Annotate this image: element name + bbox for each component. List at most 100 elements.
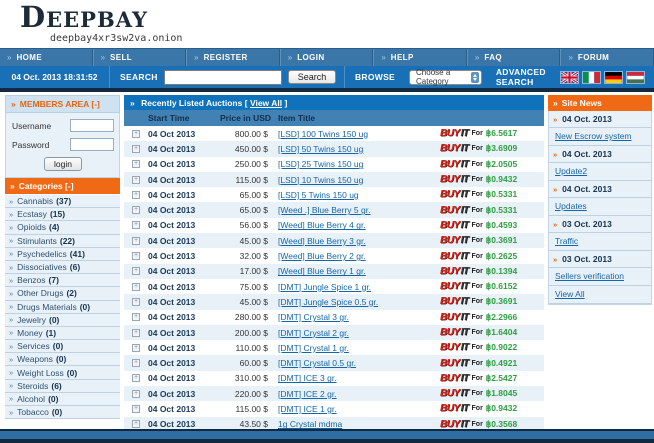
sidebar-category-item[interactable]: » Tobacco (0) <box>5 406 120 420</box>
sidebar-category-item[interactable]: » Services (0) <box>5 340 120 354</box>
buy-it-button[interactable]: BUYIT <box>440 419 469 430</box>
buy-it-button[interactable]: BUYIT <box>440 220 469 231</box>
flag-english-icon[interactable] <box>560 70 579 84</box>
nav-item[interactable]: » REGISTER <box>186 49 280 66</box>
nav-item[interactable]: » FORUM <box>560 49 654 66</box>
sidebar-category-item[interactable]: » Dissociatives (6) <box>5 260 120 275</box>
nav-item[interactable]: » HELP <box>373 49 467 66</box>
sidebar-category-item[interactable]: » Stimulants (22) <box>5 234 120 248</box>
sidebar-category-item[interactable]: » Psychedelics (41) <box>5 247 120 261</box>
buy-it-button[interactable]: BUYIT <box>440 403 469 414</box>
expand-icon[interactable]: + <box>132 313 140 322</box>
auction-item-link[interactable]: 1g Crystal mdma <box>278 419 343 430</box>
category-select[interactable]: Choose a Category <box>409 68 482 86</box>
flag-hungarian-icon[interactable] <box>626 70 645 84</box>
auction-item-link[interactable]: [DMT] Crystal 0.5 gr. <box>278 358 356 369</box>
nav-item[interactable]: » FAQ <box>466 49 561 66</box>
auction-item-link[interactable]: [LSD] 50 Twins 150 ug <box>278 143 364 154</box>
auction-item-link[interactable]: [Weed .] Blue Berry 5 gr. <box>278 205 371 216</box>
news-link[interactable]: Sellers verification <box>555 271 624 281</box>
expand-icon[interactable]: + <box>132 190 140 199</box>
buy-it-button[interactable]: BUYIT <box>440 128 469 139</box>
sidebar-category-item[interactable]: » Weapons (0) <box>5 353 120 367</box>
expand-icon[interactable]: + <box>132 343 140 352</box>
search-button[interactable]: Search <box>287 70 337 84</box>
buy-it-button[interactable]: BUYIT <box>440 143 469 154</box>
auction-item-link[interactable]: [LSD] 5 Twins 150 ug <box>278 189 359 200</box>
auction-item-link[interactable]: [LSD] 100 Twins 150 ug <box>278 128 369 139</box>
auction-item-link[interactable]: [Weed] Blue Berry 3 gr. <box>278 235 366 246</box>
news-link[interactable]: New Escrow system <box>555 131 632 141</box>
expand-icon[interactable]: + <box>132 404 140 413</box>
buy-it-button[interactable]: BUYIT <box>440 327 469 338</box>
password-field[interactable] <box>70 138 114 151</box>
sidebar-category-item[interactable]: » Jewelry (0) <box>5 313 120 327</box>
buy-it-button[interactable]: BUYIT <box>440 358 469 369</box>
auction-item-link[interactable]: [DMT] Jungle Spice 1 gr. <box>278 281 372 292</box>
members-area-header[interactable]: » MEMBERS AREA [-] <box>5 95 120 113</box>
auction-item-link[interactable]: [Weed] Blue Berry 2 gr. <box>278 251 366 262</box>
buy-it-button[interactable]: BUYIT <box>440 388 469 399</box>
buy-it-button[interactable]: BUYIT <box>440 189 469 200</box>
auction-item-link[interactable]: [LSD] 25 Twins 150 ug <box>278 159 364 170</box>
sidebar-category-item[interactable]: » Benzos (7) <box>5 274 120 288</box>
auction-item-link[interactable]: [DMT] Crystal 1 gr. <box>278 342 349 353</box>
expand-icon[interactable]: + <box>132 129 140 138</box>
auction-item-link[interactable]: [DMT] ICE 2 gr. <box>278 388 337 399</box>
expand-icon[interactable]: + <box>132 252 140 261</box>
expand-icon[interactable]: + <box>132 206 140 215</box>
flag-german-icon[interactable] <box>604 70 623 84</box>
expand-icon[interactable]: + <box>132 374 140 383</box>
expand-icon[interactable]: + <box>132 144 140 153</box>
news-view-all-link[interactable]: View All <box>555 289 585 299</box>
auction-item-link[interactable]: [DMT] Crystal 3 gr. <box>278 312 349 323</box>
login-button[interactable]: login <box>44 157 82 171</box>
auction-item-link[interactable]: [LSD] 10 Twins 150 ug <box>278 174 364 185</box>
nav-item[interactable]: » HOME <box>0 49 93 66</box>
buy-it-button[interactable]: BUYIT <box>440 174 469 185</box>
categories-header[interactable]: » Categories [-] <box>5 178 120 194</box>
buy-it-button[interactable]: BUYIT <box>440 373 469 384</box>
auctions-view-all-link[interactable]: View All <box>249 98 283 108</box>
buy-it-button[interactable]: BUYIT <box>440 342 469 353</box>
expand-icon[interactable]: + <box>132 359 140 368</box>
sidebar-category-item[interactable]: » Opioids (4) <box>5 221 120 235</box>
expand-icon[interactable]: + <box>132 389 140 398</box>
nav-item[interactable]: » LOGIN <box>279 49 374 66</box>
auction-item-link[interactable]: [DMT] Crystal 2 gr. <box>278 327 349 338</box>
buy-it-button[interactable]: BUYIT <box>440 251 469 262</box>
news-link[interactable]: Updates <box>555 201 587 211</box>
news-link[interactable]: Update2 <box>555 166 588 176</box>
sidebar-category-item[interactable]: » Other Drugs (2) <box>5 287 120 301</box>
expand-icon[interactable]: + <box>132 175 140 184</box>
deepbay-logo[interactable]: DEEPBAY <box>20 3 654 35</box>
sidebar-category-item[interactable]: » Cannabis (37) <box>5 195 120 209</box>
expand-icon[interactable]: + <box>132 328 140 337</box>
sidebar-category-item[interactable]: » Steroids (6) <box>5 379 120 393</box>
expand-icon[interactable]: + <box>132 160 140 169</box>
buy-it-button[interactable]: BUYIT <box>440 296 469 307</box>
sidebar-category-item[interactable]: » Ecstasy (15) <box>5 208 120 222</box>
username-field[interactable] <box>70 119 114 132</box>
auction-item-link[interactable]: [DMT] Jungle Spice 0.5 gr. <box>278 296 379 307</box>
auction-item-link[interactable]: [Weed] Blue Berry 1 gr. <box>278 266 366 277</box>
expand-icon[interactable]: + <box>132 236 140 245</box>
buy-it-button[interactable]: BUYIT <box>440 266 469 277</box>
search-input[interactable] <box>163 69 282 85</box>
sidebar-category-item[interactable]: » Drugs Materials (0) <box>5 300 120 314</box>
auction-item-link[interactable]: [DMT] ICE 1 gr. <box>278 403 337 414</box>
expand-icon[interactable]: + <box>132 420 140 429</box>
buy-it-button[interactable]: BUYIT <box>440 205 469 216</box>
sidebar-category-item[interactable]: » Money (1) <box>5 326 120 341</box>
auction-item-link[interactable]: [Weed] Blue Berry 4 gr. <box>278 220 366 231</box>
buy-it-button[interactable]: BUYIT <box>440 235 469 246</box>
nav-item[interactable]: » SELL <box>92 49 187 66</box>
flag-italian-icon[interactable] <box>582 70 601 84</box>
expand-icon[interactable]: + <box>132 221 140 230</box>
sidebar-category-item[interactable]: » Alcohol (0) <box>5 392 120 406</box>
buy-it-button[interactable]: BUYIT <box>440 312 469 323</box>
auction-item-link[interactable]: [DMT] ICE 3 gr. <box>278 373 337 384</box>
news-link[interactable]: Traffic <box>555 236 579 246</box>
buy-it-button[interactable]: BUYIT <box>440 159 469 170</box>
expand-icon[interactable]: + <box>132 297 140 306</box>
